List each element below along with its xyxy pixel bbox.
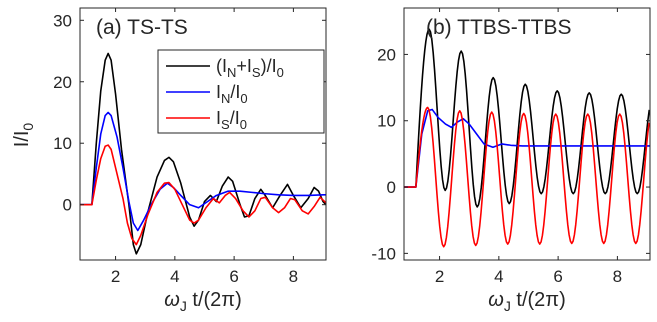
panel-a-ylabel-main: I/I	[11, 131, 33, 148]
panel-a-x-axis-label: ωJ t/(2π)	[164, 289, 242, 314]
legend-entry-sum: (IN+IS)/I0	[216, 56, 284, 80]
panel-b-x-tick-label: 6	[553, 267, 562, 286]
panel-b-ticks: 2 4 6 8 -10 0 10 20	[371, 8, 650, 286]
legend: (IN+IS)/I0 IN/I0 IS/I0	[157, 49, 325, 134]
panel-b-series-line-s	[404, 106, 650, 248]
panel-b-series-line-sum	[404, 28, 651, 208]
panel-b-xlabel-sub: J	[504, 298, 511, 314]
panel-a-series-line-s	[80, 144, 327, 246]
panel-b-x-axis-label: ωJ t/(2π)	[488, 289, 566, 314]
panel-b-series-line-n	[404, 108, 650, 188]
panel-b-x-tick-label: 2	[435, 267, 444, 286]
panel-a-y-axis-label: I/I0	[11, 123, 36, 148]
panel-b-x-tick-label: 4	[494, 267, 503, 286]
panel-a-x-tick-label: 4	[170, 267, 179, 286]
panel-b-xlabel-rest: t/(2π)	[511, 289, 566, 311]
panel-b-x-tick-label: 8	[613, 267, 622, 286]
panel-b-xlabel-omega: ω	[488, 289, 504, 311]
panel-b-y-tick-label: -10	[371, 244, 396, 263]
panel-a-ticks: 2 4 6 8 0 10 20 30	[53, 8, 326, 286]
panel-a-y-tick-label: 20	[53, 73, 72, 92]
panel-a-x-tick-label: 2	[111, 267, 120, 286]
panel-a-xlabel-rest: t/(2π)	[187, 289, 242, 311]
panel-a-frame	[79, 7, 327, 261]
panel-b-series-group	[404, 28, 651, 248]
panel-b-frame	[403, 7, 651, 261]
panel-a-x-tick-label: 8	[289, 267, 298, 286]
panel-a-xlabel-omega: ω	[164, 289, 180, 311]
panel-a-ylabel-sub: 0	[20, 123, 36, 131]
panel-a-y-tick-label: 30	[53, 11, 72, 30]
panel-a-y-tick-label: 10	[53, 134, 72, 153]
panel-a-y-tick-label: 0	[63, 196, 72, 215]
panel-a-series-group	[80, 52, 327, 255]
panel-b-y-tick-label: 10	[377, 112, 396, 131]
legend-entry-s: IS/I0	[216, 108, 247, 132]
panel-b-y-tick-label: 0	[387, 178, 396, 197]
panel-a-xlabel-sub: J	[180, 298, 187, 314]
legend-entry-n: IN/I0	[216, 82, 248, 106]
panel-a-series-line-sum	[80, 52, 327, 255]
panel-a-x-tick-label: 6	[229, 267, 238, 286]
panel-b-label: (b) TTBS-TTBS	[426, 16, 571, 39]
panel-b: 2 4 6 8 -10 0 10 20 (b) TTBS-TTBS ωJ t/(2π)	[371, 7, 651, 314]
panel-b-y-tick-label: 20	[377, 45, 396, 64]
panel-a-label: (a) TS-TS	[96, 16, 188, 39]
panel-b-plot-area	[404, 8, 650, 260]
